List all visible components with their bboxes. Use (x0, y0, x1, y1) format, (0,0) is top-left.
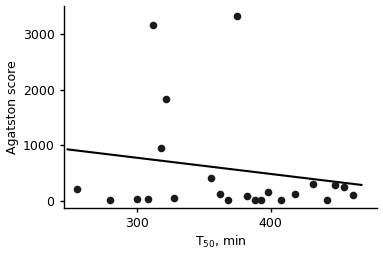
Point (324, 198, 330, 202)
Point (258, 198, 264, 202)
Point (164, 97, 170, 101)
Point (225, 198, 231, 202)
Point (310, 182, 316, 186)
Point (234, 14, 240, 18)
Point (332, 184, 338, 188)
Point (208, 176, 214, 180)
Point (278, 198, 284, 202)
Y-axis label: Agatston score: Agatston score (6, 60, 18, 154)
X-axis label: T$_{50}$, min: T$_{50}$, min (195, 234, 246, 250)
Point (252, 198, 258, 202)
Point (350, 193, 357, 197)
Point (150, 23, 156, 27)
Point (145, 197, 151, 201)
Point (134, 197, 140, 201)
Point (158, 146, 164, 150)
Point (244, 194, 250, 198)
Point (107, 198, 113, 202)
Point (217, 192, 223, 196)
Point (341, 185, 347, 189)
Point (265, 190, 271, 195)
Point (291, 192, 298, 196)
Point (74, 187, 80, 191)
Point (172, 196, 178, 200)
